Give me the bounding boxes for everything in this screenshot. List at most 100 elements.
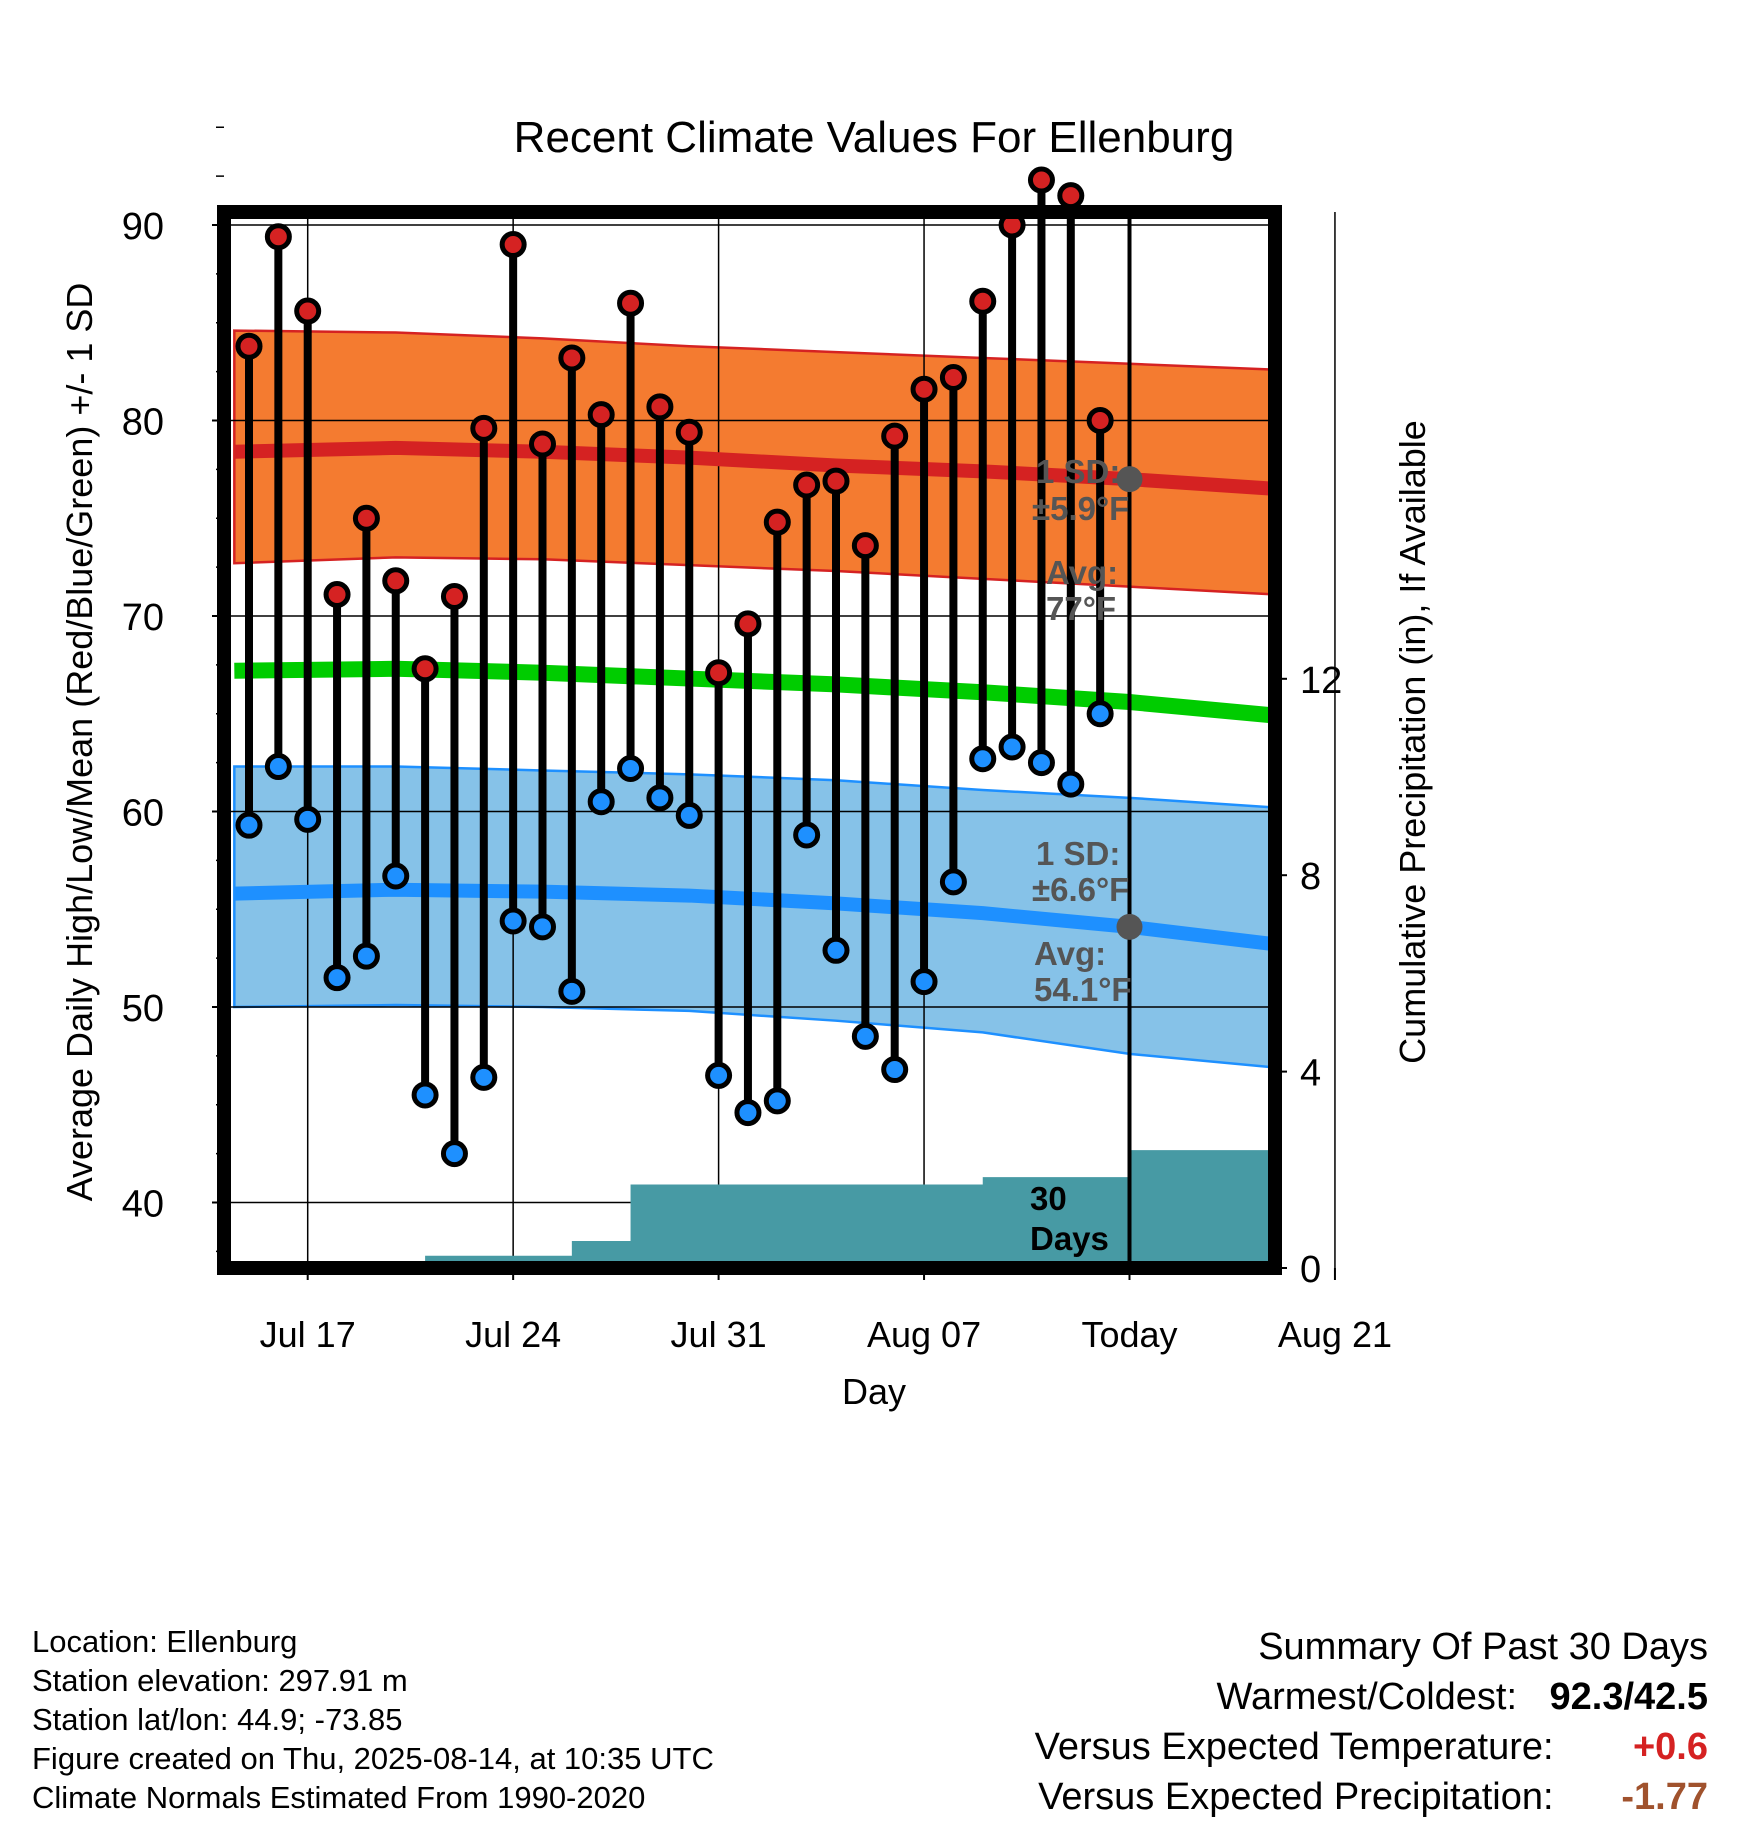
daily-high-point bbox=[617, 289, 645, 317]
high-avg-value: 77°F bbox=[1046, 590, 1116, 627]
high-avg-marker bbox=[1116, 466, 1143, 493]
precip-period-label: 30 bbox=[1030, 1180, 1067, 1217]
daily-high-point bbox=[646, 393, 674, 421]
x-tick-label: Today bbox=[1081, 1314, 1177, 1355]
x-tick-label: Jul 17 bbox=[260, 1314, 356, 1355]
daily-high-point bbox=[352, 504, 380, 532]
daily-low-point bbox=[411, 1081, 439, 1109]
daily-high-point bbox=[499, 231, 527, 259]
daily-high-point bbox=[763, 508, 791, 536]
daily-high-point bbox=[675, 418, 703, 446]
daily-low-point bbox=[470, 1063, 498, 1091]
low-avg-marker bbox=[1116, 913, 1143, 940]
high-sd-label: 1 SD: bbox=[1036, 453, 1120, 490]
daily-high-point bbox=[1086, 407, 1114, 434]
daily-low-point bbox=[352, 942, 380, 970]
daily-high-point bbox=[1027, 166, 1055, 194]
y-tick-label: 40 bbox=[122, 1184, 164, 1226]
daily-low-point bbox=[587, 788, 615, 816]
climate-chart: Recent Climate Values For Ellenburg 1 SD:… bbox=[59, 113, 1433, 1412]
daily-high-point bbox=[705, 659, 733, 687]
y-right-tick-label: 4 bbox=[1300, 1053, 1321, 1095]
precip-period-label: Days bbox=[1030, 1220, 1109, 1257]
daily-low-point bbox=[323, 964, 351, 992]
daily-high-point bbox=[440, 582, 468, 610]
summary-panel: Summary Of Past 30 Days Warmest/Coldest:… bbox=[1035, 1622, 1708, 1822]
y-right-tick-label: 12 bbox=[1300, 660, 1342, 702]
daily-low-point bbox=[763, 1087, 791, 1115]
y-tick-label: 60 bbox=[122, 793, 164, 835]
y-right-axis-label: Cumulative Precipitation (in), If Availa… bbox=[1392, 420, 1433, 1064]
daily-low-point bbox=[382, 862, 410, 890]
x-axis-label: Day bbox=[842, 1371, 906, 1412]
high-avg-line bbox=[234, 440, 1275, 496]
latlon-text: Station lat/lon: 44.9; -73.85 bbox=[32, 1702, 403, 1737]
daily-high-point bbox=[969, 287, 997, 315]
daily-high-point bbox=[851, 532, 879, 560]
low-sd-value: ±6.6°F bbox=[1032, 871, 1129, 908]
daily-high-point bbox=[529, 430, 556, 458]
daily-low-point bbox=[440, 1140, 468, 1168]
daily-low-point bbox=[617, 754, 645, 782]
plot-frame bbox=[217, 205, 1282, 1275]
y-right-tick-label: 0 bbox=[1300, 1249, 1321, 1291]
daily-high-point bbox=[382, 567, 410, 595]
daily-high-point bbox=[881, 422, 909, 450]
location-text: Location: Ellenburg bbox=[32, 1624, 298, 1659]
temp-anomaly-value: +0.6 bbox=[1632, 1726, 1708, 1768]
x-tick-label: Aug 07 bbox=[867, 1314, 981, 1355]
summary-title: Summary Of Past 30 Days bbox=[1258, 1626, 1708, 1668]
daily-low-point bbox=[1057, 770, 1085, 798]
daily-low-point bbox=[910, 968, 938, 996]
daily-high-point bbox=[1057, 182, 1085, 210]
high-avg-label: Avg: bbox=[1046, 554, 1118, 591]
daily-low-point bbox=[235, 811, 263, 839]
daily-low-point bbox=[881, 1056, 909, 1084]
low-sd-label: 1 SD: bbox=[1036, 835, 1120, 872]
daily-low-point bbox=[675, 801, 703, 829]
daily-low-point bbox=[646, 784, 674, 812]
x-tick-label: Aug 21 bbox=[1278, 1314, 1392, 1355]
high-sd-value: ±5.9°F bbox=[1032, 490, 1129, 527]
normals-text: Climate Normals Estimated From 1990-2020 bbox=[32, 1780, 646, 1815]
daily-high-point bbox=[587, 401, 615, 429]
daily-low-point bbox=[939, 868, 967, 896]
daily-low-point bbox=[705, 1061, 733, 1089]
precip-anomaly-value: -1.77 bbox=[1621, 1776, 1708, 1818]
daily-high-point bbox=[470, 414, 498, 442]
y-right-tick-label: 8 bbox=[1300, 856, 1321, 898]
y-tick-label: 90 bbox=[122, 206, 164, 248]
daily-low-point bbox=[822, 936, 850, 964]
y-tick-label: 50 bbox=[122, 988, 164, 1030]
daily-high-point bbox=[411, 655, 439, 683]
temp-anomaly-label: Versus Expected Temperature: bbox=[1034, 1726, 1554, 1768]
x-tick-label: Jul 24 bbox=[465, 1314, 561, 1355]
daily-high-point bbox=[734, 610, 762, 638]
daily-high-point bbox=[793, 471, 821, 499]
daily-high-point bbox=[264, 223, 292, 251]
y-axis-label: Average Daily High/Low/Mean (Red/Blue/Gr… bbox=[59, 283, 100, 1202]
daily-high-point bbox=[323, 580, 351, 608]
daily-high-point bbox=[235, 332, 263, 360]
daily-low-point bbox=[499, 907, 527, 935]
y-tick-label: 70 bbox=[122, 597, 164, 639]
daily-low-point bbox=[558, 977, 586, 1005]
daily-low-point bbox=[793, 821, 821, 849]
chart-title: Recent Climate Values For Ellenburg bbox=[514, 113, 1235, 162]
daily-low-point bbox=[734, 1099, 762, 1127]
daily-low-point bbox=[264, 753, 292, 781]
daily-high-point bbox=[558, 344, 586, 372]
daily-low-point bbox=[294, 805, 322, 833]
daily-high-point bbox=[822, 467, 850, 495]
y-tick-label: 80 bbox=[122, 402, 164, 444]
daily-high-point bbox=[294, 297, 322, 325]
precip-area bbox=[234, 1150, 1275, 1268]
daily-low-point bbox=[1086, 700, 1114, 728]
precip-anomaly-label: Versus Expected Precipitation: bbox=[1038, 1776, 1554, 1818]
station-info: Location: Ellenburg Station elevation: 2… bbox=[32, 1622, 714, 1817]
daily-low-point bbox=[851, 1022, 879, 1050]
low-avg-label: Avg: bbox=[1034, 935, 1106, 972]
daily-high-point bbox=[939, 363, 967, 391]
daily-low-point bbox=[998, 733, 1026, 761]
x-tick-label: Jul 31 bbox=[671, 1314, 767, 1355]
